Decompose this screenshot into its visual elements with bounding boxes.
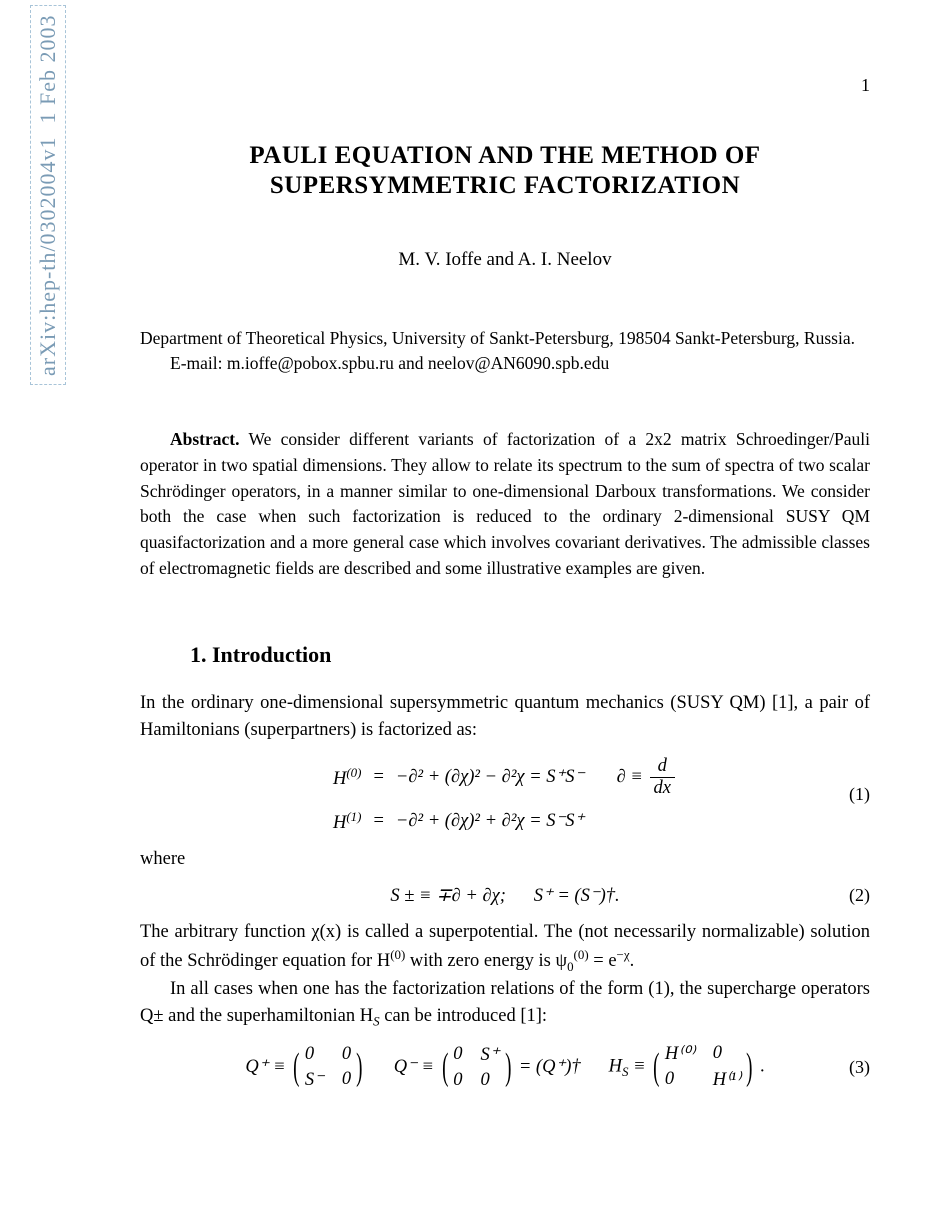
eq1-eq-sym-1: = — [373, 767, 383, 788]
intro-p2-sup3: −χ — [617, 947, 630, 962]
eq3-matrix-2: 0 S⁺ 0 0 — [453, 1044, 499, 1091]
arxiv-stamp: arXiv:hep-th/0302004v1 1 Feb 2003 — [30, 5, 66, 385]
arxiv-date: 1 Feb 2003 — [35, 14, 60, 123]
eq1-h1-lhs: H — [333, 813, 346, 833]
eq2-number: (2) — [849, 885, 870, 906]
eq3-m1-2: S⁻ — [305, 1069, 324, 1091]
intro-p2c: = e — [589, 951, 617, 971]
abstract-block: Abstract. We consider different variants… — [140, 427, 870, 582]
eq1-h0-lhs: H — [333, 769, 346, 789]
arxiv-link[interactable]: arXiv:hep-th/0302004v1 — [35, 136, 60, 376]
intro-p2b: with zero energy is ψ — [405, 951, 567, 971]
equation-1: H(0) = −∂² + (∂χ)² − ∂²χ = S⁺S⁻ ∂ ≡ d dx… — [140, 756, 870, 834]
intro-p3b: can be introduced [1]: — [380, 1006, 547, 1026]
eq2-b: S⁺ = (S⁻)†. — [534, 886, 620, 906]
equation-3: Q⁺ ≡ ( 0 0 S⁻ 0 ) Q⁻ ≡ ( 0 S⁺ 0 0 ) = (Q… — [140, 1043, 870, 1091]
eq3-qdagger: = (Q⁺)† — [519, 1057, 581, 1077]
eq3-m3-1: 0 — [713, 1043, 741, 1065]
eq3-m2-0: 0 — [453, 1044, 462, 1066]
affiliation-text: Department of Theoretical Physics, Unive… — [140, 328, 855, 348]
section-1-header: 1. Introduction — [190, 642, 870, 668]
intro-p1: In the ordinary one-dimensional supersym… — [140, 690, 870, 744]
eq3-matrix-3: H⁽⁰⁾ 0 0 H⁽¹⁾ — [665, 1043, 741, 1091]
eq1-number: (1) — [849, 784, 870, 805]
eq1-frac-den: dx — [650, 778, 675, 799]
eq1-eq-sym-2: = — [373, 811, 383, 832]
authors: M. V. Ioffe and A. I. Neelov — [140, 249, 870, 271]
eq1-h1-sup: (1) — [346, 809, 361, 824]
eq1-partial-def: ∂ ≡ — [617, 766, 643, 786]
eq3-m3-3: H⁽¹⁾ — [713, 1069, 741, 1091]
eq1-h0-rhs: −∂² + (∂χ)² − ∂²χ = S⁺S⁻ — [396, 766, 584, 786]
eq3-number: (3) — [849, 1057, 870, 1078]
intro-p2: The arbitrary function χ(x) is called a … — [140, 919, 870, 976]
intro-p2-sup2: (0) — [574, 947, 589, 962]
eq3-qminus: Q⁻ ≡ — [394, 1057, 434, 1077]
paper-title: PAULI EQUATION AND THE METHOD OF SUPERSY… — [140, 141, 870, 201]
eq3-m1-3: 0 — [342, 1069, 351, 1091]
email-line: E-mail: m.ioffe@pobox.spbu.ru and neelov… — [140, 351, 870, 376]
eq2-a: S ± ≡ ∓∂ + ∂χ; — [390, 886, 506, 906]
equation-2: S ± ≡ ∓∂ + ∂χ; S⁺ = (S⁻)†. (2) — [140, 885, 870, 907]
affiliation-block: Department of Theoretical Physics, Unive… — [140, 326, 870, 377]
eq3-m2-2: 0 — [453, 1070, 462, 1091]
title-line-1: PAULI EQUATION AND THE METHOD OF — [249, 142, 760, 169]
eq3-m1-0: 0 — [305, 1044, 324, 1065]
eq3-hs-def: ≡ — [628, 1057, 645, 1077]
eq3-hs: H — [609, 1057, 622, 1077]
eq1-frac-num: d — [650, 756, 675, 778]
eq3-m3-0: H⁽⁰⁾ — [665, 1043, 695, 1065]
arxiv-id: arXiv:hep-th/0302004v1 — [35, 136, 60, 376]
page-number: 1 — [140, 75, 870, 96]
page-content: 1 PAULI EQUATION AND THE METHOD OF SUPER… — [140, 75, 870, 1103]
intro-p2d: . — [630, 951, 635, 971]
eq3-period: . — [760, 1057, 765, 1077]
eq3-qplus: Q⁺ ≡ — [245, 1057, 285, 1077]
abstract-text: We consider different variants of factor… — [140, 429, 870, 578]
where-text: where — [140, 846, 870, 873]
abstract-label: Abstract. — [170, 429, 240, 449]
eq3-m1-1: 0 — [342, 1044, 351, 1065]
eq3-m2-3: 0 — [481, 1070, 500, 1091]
eq3-m3-2: 0 — [665, 1069, 695, 1091]
intro-p2-sup1: (0) — [390, 947, 405, 962]
eq1-h0-sup: (0) — [346, 765, 361, 780]
title-line-2: SUPERSYMMETRIC FACTORIZATION — [270, 172, 740, 199]
eq3-m2-1: S⁺ — [481, 1044, 500, 1066]
intro-p3: In all cases when one has the factorizat… — [140, 976, 870, 1031]
eq1-h1-rhs: −∂² + (∂χ)² + ∂²χ = S⁻S⁺ — [396, 810, 677, 832]
eq3-matrix-1: 0 0 S⁻ 0 — [305, 1044, 351, 1091]
